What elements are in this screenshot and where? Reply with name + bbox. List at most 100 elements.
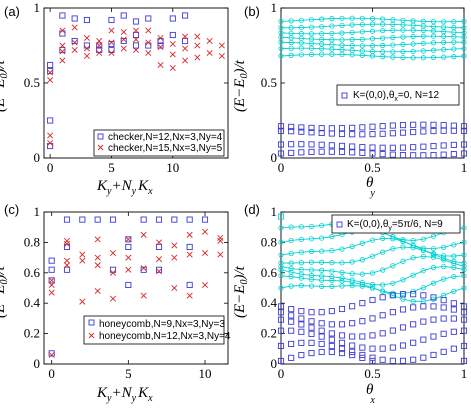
low-state-point bbox=[399, 122, 407, 129]
data-point-x bbox=[71, 46, 78, 54]
band-point bbox=[420, 253, 426, 260]
low-state-point bbox=[399, 144, 407, 151]
band-point bbox=[400, 238, 406, 244]
low-state-point bbox=[277, 357, 285, 365]
data-point-x bbox=[47, 132, 54, 139]
data-point-square bbox=[157, 42, 164, 49]
band-point bbox=[461, 252, 467, 258]
low-state-point bbox=[440, 348, 447, 355]
band-point bbox=[329, 37, 335, 43]
data-point-x bbox=[47, 139, 54, 147]
data-point-x bbox=[94, 288, 101, 295]
band-point bbox=[339, 283, 345, 289]
band-point bbox=[430, 280, 437, 286]
low-state-point bbox=[410, 304, 417, 311]
low-state-point bbox=[379, 130, 386, 137]
low-state-point bbox=[277, 327, 285, 334]
band-point bbox=[359, 15, 365, 21]
band-point bbox=[339, 246, 345, 252]
data-point-square bbox=[47, 67, 54, 75]
panel-b-legend-box bbox=[336, 84, 460, 106]
band-point bbox=[319, 16, 325, 22]
low-state-point bbox=[318, 348, 325, 356]
low-state-point bbox=[389, 309, 396, 316]
band-point bbox=[380, 282, 386, 288]
data-point-square bbox=[48, 266, 55, 273]
data-point-square bbox=[169, 15, 176, 22]
data-point-square bbox=[132, 42, 140, 49]
low-state-point bbox=[430, 121, 437, 128]
low-state-point bbox=[430, 333, 437, 340]
band-point bbox=[400, 17, 406, 23]
data-point-x bbox=[169, 51, 176, 58]
low-state-point bbox=[379, 356, 386, 363]
low-state-point bbox=[359, 149, 366, 156]
low-state-point bbox=[430, 351, 437, 358]
band-point bbox=[278, 273, 284, 279]
y-tick-label: 0.4 bbox=[24, 295, 41, 310]
band-point bbox=[359, 48, 365, 54]
low-state-point bbox=[298, 308, 305, 315]
data-point-square bbox=[108, 40, 115, 48]
low-state-point bbox=[399, 342, 407, 349]
data-point-square bbox=[132, 31, 140, 39]
band-point bbox=[441, 276, 447, 282]
data-point-square bbox=[140, 266, 147, 273]
low-state-point bbox=[389, 144, 396, 151]
low-state-point bbox=[338, 345, 346, 352]
band-point bbox=[390, 246, 396, 252]
band-point bbox=[461, 53, 467, 59]
data-point-x bbox=[201, 228, 209, 235]
low-state-point bbox=[369, 150, 376, 157]
band-point bbox=[441, 263, 447, 270]
data-point-x bbox=[140, 292, 147, 299]
band-point bbox=[461, 25, 467, 31]
panel-a-legend-square-marker bbox=[97, 133, 104, 140]
band-point bbox=[349, 259, 355, 265]
low-state-point bbox=[450, 328, 457, 335]
data-point-square bbox=[48, 277, 55, 284]
band-point bbox=[359, 283, 365, 289]
data-point-square bbox=[132, 18, 140, 25]
low-state-point bbox=[450, 300, 457, 307]
band-point bbox=[308, 259, 315, 265]
data-point-x bbox=[108, 39, 115, 46]
panel-c-marks bbox=[48, 216, 224, 358]
low-state-point bbox=[338, 142, 346, 149]
panel-c-legend-x-marker bbox=[88, 332, 95, 339]
band-point bbox=[369, 237, 376, 243]
data-point-x bbox=[186, 251, 193, 258]
band-point bbox=[319, 235, 325, 241]
band-point bbox=[288, 30, 294, 36]
band-point bbox=[430, 251, 437, 257]
low-state-point bbox=[389, 151, 396, 158]
low-state-point bbox=[369, 144, 376, 151]
low-state-point bbox=[359, 131, 366, 138]
panel-b-legend-square-marker bbox=[341, 92, 348, 99]
band-point bbox=[329, 268, 335, 274]
low-state-point bbox=[308, 129, 315, 136]
low-state-point bbox=[298, 315, 305, 322]
y-tick-label: 0.4 bbox=[261, 295, 278, 310]
low-state-point bbox=[298, 328, 305, 335]
low-state-point bbox=[328, 125, 335, 132]
data-point-x bbox=[59, 48, 66, 55]
low-state-point bbox=[399, 324, 407, 331]
band-point bbox=[349, 277, 355, 283]
y-tick-label: 0.5 bbox=[24, 75, 40, 90]
low-state-point bbox=[440, 330, 447, 337]
band-point bbox=[329, 283, 335, 290]
band-point bbox=[461, 260, 467, 266]
low-state-point bbox=[318, 340, 325, 348]
data-point-x bbox=[108, 27, 115, 34]
x-tick-label: 1 bbox=[461, 366, 468, 381]
panel-a-legend: checker,N=12,Nx=3,Ny=4 checker,N=15,Nx=3… bbox=[93, 129, 225, 157]
data-point-x bbox=[125, 236, 132, 243]
panel-c-legend-square-marker bbox=[88, 319, 95, 326]
panel-b-plot-area bbox=[280, 7, 465, 159]
band-point bbox=[390, 27, 396, 33]
band-point bbox=[461, 30, 467, 36]
data-point-square bbox=[48, 257, 55, 264]
low-state-point bbox=[277, 123, 285, 130]
data-point-x bbox=[201, 281, 209, 288]
